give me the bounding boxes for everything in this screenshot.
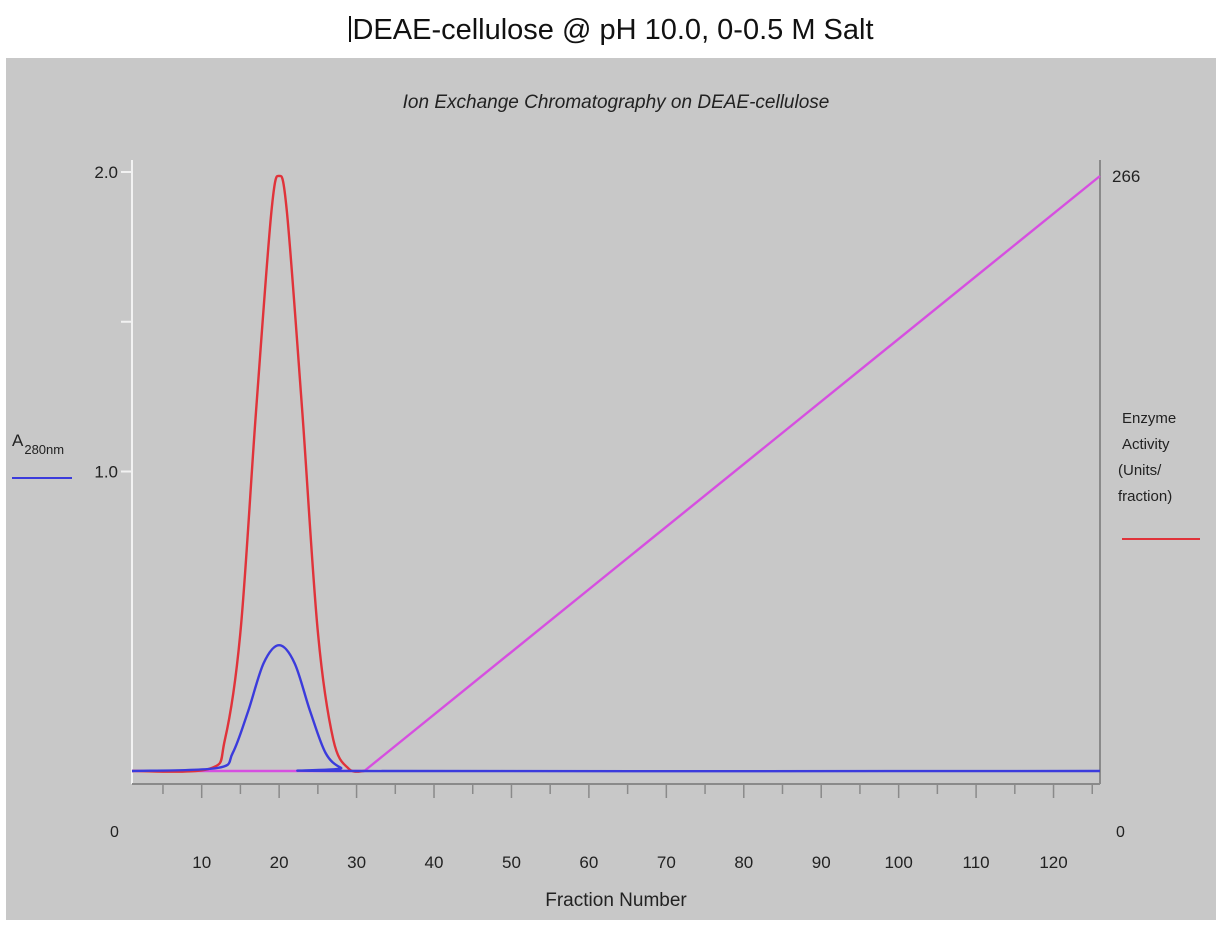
x-tick-label: 20 — [270, 853, 289, 872]
x-tick-labels: 10 20 30 40 50 60 70 80 90 100 110 120 — [192, 853, 1067, 872]
series-layer — [131, 174, 1101, 773]
x-tick-label: 60 — [579, 853, 598, 872]
x-tick-label: 10 — [192, 853, 211, 872]
right-axis-zero-label: 0 — [1116, 824, 1125, 841]
left-axis-label: A280nm — [12, 431, 64, 457]
x-tick-label: 70 — [657, 853, 676, 872]
chart-panel — [6, 58, 1216, 920]
y-ticks: 1.0 2.0 — [94, 163, 132, 482]
x-tick-label: 40 — [425, 853, 444, 872]
y-tick-label: 1.0 — [94, 463, 118, 482]
x-tick-label: 120 — [1039, 853, 1067, 872]
x-tick-label: 80 — [734, 853, 753, 872]
right-axis-label-line: (Units/ — [1118, 462, 1162, 479]
left-axis-label-main: A — [12, 431, 24, 450]
y-tick-label: 2.0 — [94, 163, 118, 182]
right-axis-label: Enzyme Activity (Units/ fraction) — [1118, 410, 1180, 505]
right-axis-top-label: 266 — [1112, 167, 1140, 186]
right-axis-label-line: Activity — [1122, 436, 1170, 453]
right-axis-label-line: fraction) — [1118, 488, 1172, 505]
x-tick-label: 100 — [884, 853, 912, 872]
x-tick-label: 30 — [347, 853, 366, 872]
x-tick-label: 90 — [812, 853, 831, 872]
a280-series-line — [131, 644, 1101, 773]
salt-gradient-series-line — [132, 175, 1101, 773]
right-axis-label-line: Enzyme — [1122, 410, 1176, 427]
page-title-text: DEAE-cellulose @ pH 10.0, 0-0.5 M Salt — [352, 14, 874, 46]
page-title: DEAE-cellulose @ pH 10.0, 0-0.5 M Salt — [0, 14, 1223, 47]
left-axis-label-sub: 280nm — [24, 442, 64, 457]
chart-title: Ion Exchange Chromatography on DEAE-cell… — [403, 92, 830, 113]
x-ticks — [162, 784, 1094, 798]
x-axis-label: Fraction Number — [545, 890, 687, 911]
x-tick-label: 110 — [963, 853, 990, 872]
enzyme-activity-series-line — [131, 174, 365, 773]
x-tick-label: 50 — [502, 853, 521, 872]
left-axis-zero-label: 0 — [110, 824, 119, 841]
text-cursor-icon — [349, 16, 352, 42]
